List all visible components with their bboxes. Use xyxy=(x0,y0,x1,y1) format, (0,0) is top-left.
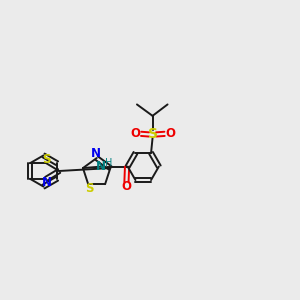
Text: S: S xyxy=(43,153,51,166)
Text: N: N xyxy=(42,176,52,190)
Text: S: S xyxy=(148,128,158,141)
Text: H: H xyxy=(106,158,113,168)
Text: N: N xyxy=(95,160,106,173)
Text: O: O xyxy=(122,181,131,194)
Text: S: S xyxy=(85,182,94,195)
Text: N: N xyxy=(91,147,100,161)
Text: O: O xyxy=(165,127,175,140)
Text: O: O xyxy=(131,127,141,140)
